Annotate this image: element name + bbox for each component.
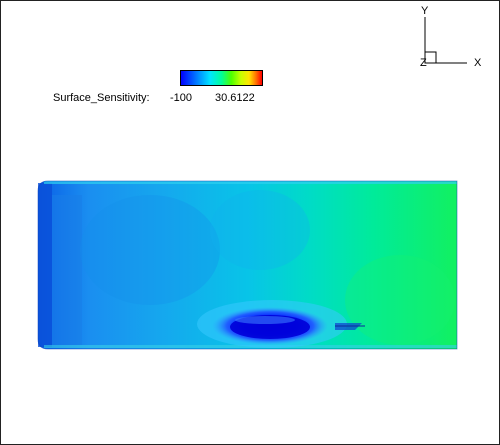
colorbar <box>180 70 263 86</box>
surface-outline <box>37 180 458 350</box>
y-axis-label: Y <box>421 5 429 17</box>
legend-max-label: 30.6122 <box>215 92 255 104</box>
top-edge-highlight <box>44 181 457 184</box>
x-axis-label: X <box>474 57 482 69</box>
surface-body <box>38 181 457 349</box>
contour-patch <box>210 190 310 270</box>
leading-edge-shade <box>52 195 82 345</box>
contour-patch <box>345 255 455 345</box>
legend-variable-label: Surface_Sensitivity: <box>53 92 150 104</box>
axes-triad-icon <box>424 17 467 64</box>
contour-patch <box>80 195 220 305</box>
orientation-axes: Y X Z <box>405 5 495 80</box>
bubble-highlight <box>235 316 295 324</box>
legend-min-label: -100 <box>170 92 193 104</box>
z-axis-label: Z <box>420 57 427 69</box>
leading-edge-band <box>38 183 52 347</box>
